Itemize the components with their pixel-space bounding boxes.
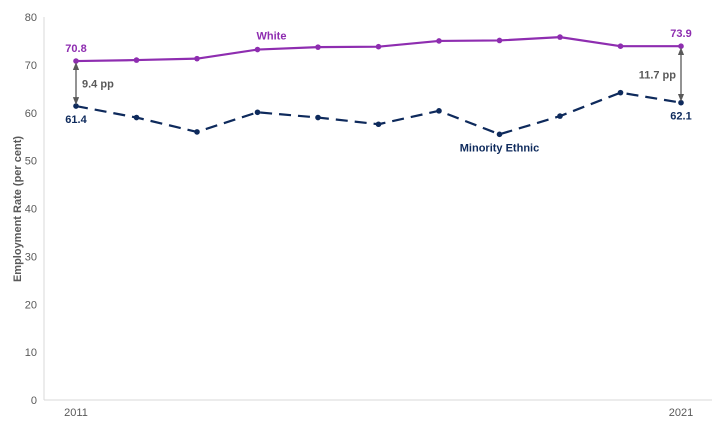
white-point — [678, 43, 684, 50]
white-point — [436, 38, 442, 44]
x-tick-label: 2021 — [669, 407, 693, 419]
white-point — [617, 43, 624, 50]
minority-ethnic-point — [133, 114, 140, 121]
gap-label: 11.7 pp — [639, 69, 677, 81]
white-point — [254, 46, 261, 53]
x-tick-labels: 2011 2021 — [64, 407, 693, 419]
y-tick-label: 30 — [25, 251, 37, 263]
y-tick-label: 10 — [25, 347, 37, 359]
minority-ethnic-point — [496, 131, 503, 138]
y-tick-label: 60 — [25, 108, 37, 120]
white-point — [315, 44, 321, 50]
minority-ethnic-point — [73, 103, 79, 109]
y-tick-label: 70 — [25, 60, 37, 72]
minority-ethnic-point — [194, 129, 200, 135]
minority-ethnic-point — [315, 114, 321, 121]
minority-ethnic-point — [436, 108, 442, 114]
minority-ethnic-point — [254, 109, 261, 116]
series-layer — [73, 34, 684, 138]
white-series-name-label: White — [257, 31, 287, 43]
y-tick-label: 40 — [25, 204, 37, 216]
white-point — [133, 57, 140, 63]
annotation-layer: 9.4 pp 11.7 pp — [72, 47, 685, 105]
x-tick-label: 2011 — [64, 407, 88, 419]
y-tick-label: 50 — [25, 156, 37, 168]
y-tick-labels: 0 10 20 30 40 50 60 70 80 — [25, 12, 37, 407]
minority-ethnic-series-line — [75, 91, 682, 136]
minority-ethnic-point — [375, 121, 382, 128]
minority-start-value-label: 61.4 — [65, 114, 87, 126]
gap-label: 9.4 pp — [82, 79, 114, 91]
y-axis-label: Employment Rate (per cent) — [12, 136, 24, 282]
y-tick-label: 20 — [25, 299, 37, 311]
white-start-value-label: 70.8 — [65, 43, 86, 55]
y-tick-label: 0 — [31, 395, 37, 407]
white-point — [375, 43, 382, 50]
minority-end-value-label: 62.1 — [670, 111, 691, 123]
minority-ethnic-point — [617, 89, 624, 96]
white-point — [73, 58, 79, 64]
data-label-layer: 70.8 73.9 61.4 62.1 White Minority Ethnic — [65, 28, 691, 154]
white-end-value-label: 73.9 — [670, 28, 691, 40]
white-point — [194, 55, 200, 62]
minority-ethnic-point — [678, 99, 684, 106]
y-tick-label: 80 — [25, 12, 37, 24]
minority-ethnic-point — [557, 113, 563, 119]
minority-ethnic-series-name-label: Minority Ethnic — [460, 142, 539, 154]
white-point — [496, 37, 503, 44]
white-point — [557, 34, 563, 40]
